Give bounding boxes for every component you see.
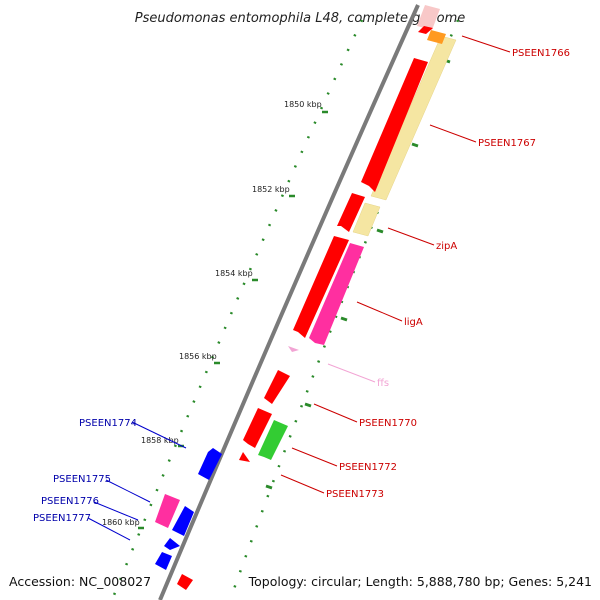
tick-label-1850: 1850 kbp	[284, 100, 322, 109]
label-pseen1776: PSEEN1776	[41, 496, 99, 507]
feature-liga-pink	[309, 243, 364, 345]
feature-orange	[427, 30, 446, 44]
cds-pseen1777a	[164, 538, 180, 550]
cds-pseen1776	[172, 506, 194, 536]
reverse-leaders	[87, 421, 187, 541]
genome-title: Pseudomonas entomophila L48, complete ge…	[135, 11, 466, 26]
cds-pseen1771	[243, 408, 272, 448]
label-pseen1777: PSEEN1777	[33, 513, 91, 524]
label-pseen1773: PSEEN1773	[326, 489, 384, 500]
cds-liga	[293, 236, 349, 338]
cds-ziпа	[337, 193, 365, 232]
tick-label-1852: 1852 kbp	[252, 185, 290, 194]
cds-pseen1767	[361, 58, 428, 192]
gc-skew-track	[352, 35, 457, 237]
label-pseen1774: PSEEN1774	[79, 418, 137, 429]
forward-cds-track	[177, 26, 433, 590]
ffs-leader	[327, 363, 376, 383]
label-pseen1770: PSEEN1770	[359, 418, 417, 429]
scale-ticks	[138, 110, 328, 530]
cds-pseen1772-green	[258, 420, 288, 460]
genome-info-text: Topology: circular; Length: 5,888,780 bp…	[248, 574, 592, 589]
cds-pseen1766	[418, 26, 433, 34]
tick-label-1860: 1860 kbp	[102, 518, 140, 527]
tick-label-1858: 1858 kbp	[141, 436, 179, 445]
cds-small	[239, 452, 250, 462]
label-zipa: zipA	[436, 241, 457, 252]
feature-ffs	[288, 346, 299, 352]
label-pseen1772: PSEEN1772	[339, 462, 397, 473]
label-ffs: ffs	[377, 378, 389, 389]
cds-pseen1777b	[155, 552, 172, 570]
cds-bottom	[177, 574, 193, 590]
feature-top-pale	[417, 5, 440, 30]
label-pseen1775: PSEEN1775	[53, 474, 111, 485]
reverse-cds-track	[155, 448, 222, 570]
label-pseen1766: PSEEN1766	[512, 48, 570, 59]
inner-ticks	[265, 58, 451, 490]
cds-pseen1770	[264, 370, 290, 404]
cds-pseen1775	[155, 494, 180, 528]
accession-text: Accession: NC_008027	[9, 574, 151, 589]
cds-pseen1774	[198, 448, 222, 480]
genome-backbone	[158, 4, 420, 600]
label-liga: ligA	[404, 317, 423, 328]
tick-label-1854: 1854 kbp	[215, 269, 253, 278]
tick-label-1856: 1856 kbp	[179, 352, 217, 361]
label-pseen1767: PSEEN1767	[478, 138, 536, 149]
forward-leaders	[280, 35, 511, 494]
